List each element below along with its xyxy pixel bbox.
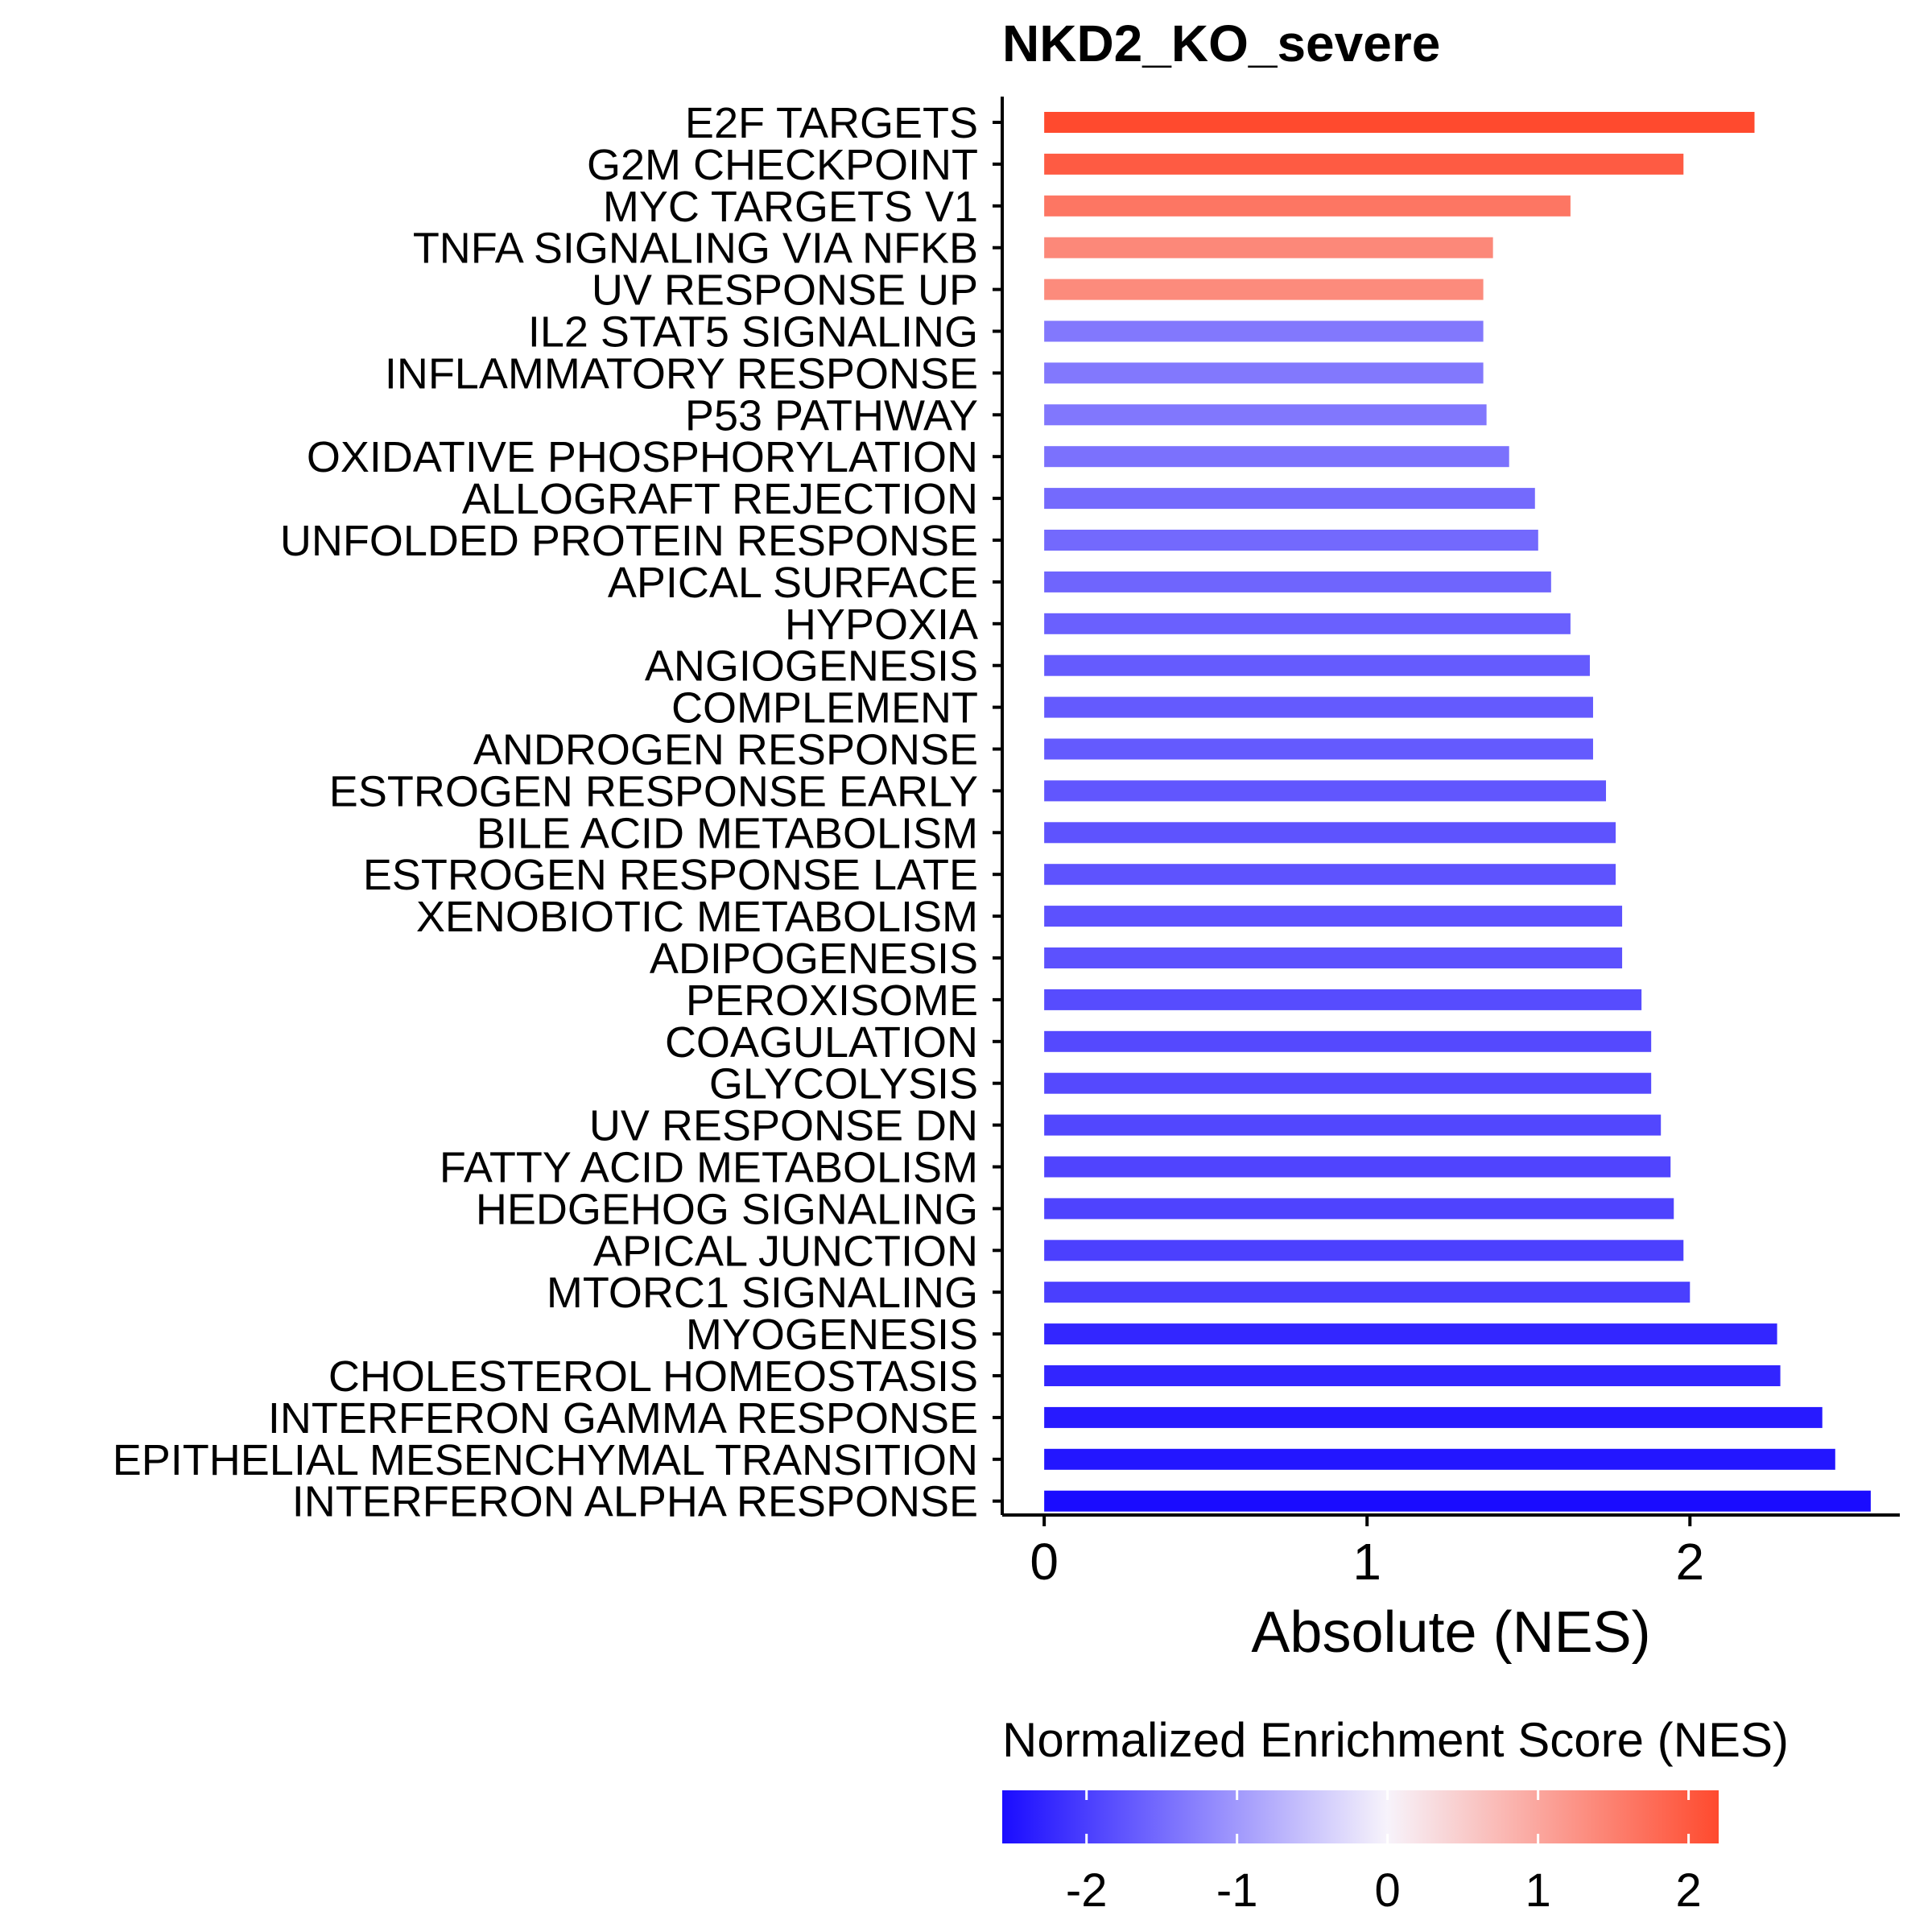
legend-tick-label: 2 xyxy=(1675,1864,1701,1917)
legend-tick-label: 0 xyxy=(1375,1864,1401,1917)
category-label: ANDROGEN RESPONSE xyxy=(473,726,978,774)
bar xyxy=(1044,362,1484,384)
category-label: EPITHELIAL MESENCHYMAL TRANSITION xyxy=(113,1436,978,1484)
category-label: COMPLEMENT xyxy=(671,684,978,733)
category-label: ESTROGEN RESPONSE LATE xyxy=(363,851,978,899)
bar xyxy=(1044,195,1571,217)
category-label: APICAL SURFACE xyxy=(608,559,978,607)
bar-series xyxy=(1044,112,1871,1512)
category-label: HEDGEHOG SIGNALING xyxy=(476,1185,978,1233)
legend-title: Normalized Enrichment Score (NES) xyxy=(1002,1713,1789,1767)
bar xyxy=(1044,320,1484,342)
bar xyxy=(1044,1282,1690,1303)
category-label: UNFOLDED PROTEIN RESPONSE xyxy=(280,517,978,565)
legend-tick-label: -2 xyxy=(1066,1864,1108,1917)
category-label: APICAL JUNCTION xyxy=(593,1227,978,1275)
x-axis-title: Absolute (NES) xyxy=(1251,1600,1650,1665)
bar xyxy=(1044,571,1551,592)
legend-ticks: -2 -1 0 1 2 xyxy=(1066,1790,1702,1917)
bar xyxy=(1044,1323,1777,1345)
legend-tick-label: -1 xyxy=(1216,1864,1258,1917)
bar xyxy=(1044,1030,1652,1052)
category-label: G2M CHECKPOINT xyxy=(587,141,978,189)
x-tick-label: 0 xyxy=(1030,1533,1059,1591)
bar xyxy=(1044,780,1607,802)
category-label: FATTY ACID METABOLISM xyxy=(440,1144,978,1192)
legend-tick-label: 1 xyxy=(1525,1864,1550,1917)
category-label: ADIPOGENESIS xyxy=(650,935,978,983)
category-label: HYPOXIA xyxy=(785,601,978,649)
bar xyxy=(1044,279,1484,300)
x-tick-label: 2 xyxy=(1676,1533,1705,1591)
category-label: OXIDATIVE PHOSPHORYLATION xyxy=(307,433,978,481)
bar xyxy=(1044,1198,1674,1220)
category-label: ESTROGEN RESPONSE EARLY xyxy=(329,767,978,815)
category-label: MYOGENESIS xyxy=(686,1311,978,1359)
category-label: PEROXISOME xyxy=(686,976,978,1025)
category-label: BILE ACID METABOLISM xyxy=(477,809,978,857)
bar xyxy=(1044,1448,1835,1470)
bar xyxy=(1044,947,1623,968)
bar xyxy=(1044,822,1616,844)
x-axis-ticks: 0 1 2 xyxy=(1030,1515,1704,1591)
category-label: ANGIOGENESIS xyxy=(645,642,978,691)
category-label: P53 PATHWAY xyxy=(685,391,978,440)
bar xyxy=(1044,1156,1671,1178)
category-label: CHOLESTEROL HOMEOSTASIS xyxy=(328,1352,978,1401)
category-label: INTERFERON GAMMA RESPONSE xyxy=(268,1394,978,1443)
bar xyxy=(1044,864,1616,886)
category-label: GLYCOLYSIS xyxy=(709,1060,978,1108)
bar xyxy=(1044,1406,1823,1428)
bar xyxy=(1044,1114,1662,1136)
bar xyxy=(1044,112,1755,133)
category-label: UV RESPONSE DN xyxy=(589,1102,978,1150)
legend-colorbar xyxy=(1002,1790,1719,1843)
bar xyxy=(1044,446,1509,468)
bar xyxy=(1044,1365,1781,1386)
bar xyxy=(1044,989,1642,1010)
category-label: MYC TARGETS V1 xyxy=(603,183,978,231)
category-label: UV RESPONSE UP xyxy=(592,266,978,315)
bar xyxy=(1044,654,1590,676)
bar xyxy=(1044,530,1538,551)
category-label: INTERFERON ALPHA RESPONSE xyxy=(292,1478,978,1526)
bar xyxy=(1044,738,1593,760)
category-label: TNFA SIGNALING VIA NFKB xyxy=(413,225,978,273)
bar xyxy=(1044,404,1487,426)
category-label: IL2 STAT5 SIGNALING xyxy=(528,308,978,357)
category-label: MTORC1 SIGNALING xyxy=(547,1269,978,1317)
bar xyxy=(1044,488,1535,510)
category-label: XENOBIOTIC METABOLISM xyxy=(416,893,978,941)
bar xyxy=(1044,153,1684,175)
x-tick-label: 1 xyxy=(1352,1533,1381,1591)
bar xyxy=(1044,1490,1871,1512)
color-legend: Normalized Enrichment Score (NES) -2 -1 0 1… xyxy=(1002,1713,1789,1917)
bar xyxy=(1044,237,1493,258)
chart-title: NKD2_KO_severe xyxy=(1002,14,1440,72)
category-label: E2F TARGETS xyxy=(685,99,978,147)
bar xyxy=(1044,1072,1652,1094)
category-label: COAGULATION xyxy=(665,1018,978,1067)
bar xyxy=(1044,906,1623,927)
bar xyxy=(1044,1240,1684,1261)
category-label: INFLAMMATORY RESPONSE xyxy=(385,349,978,398)
category-label: ALLOGRAFT REJECTION xyxy=(462,475,978,523)
y-axis-ticks xyxy=(993,121,1002,1503)
bar xyxy=(1044,696,1593,718)
bar xyxy=(1044,613,1571,634)
